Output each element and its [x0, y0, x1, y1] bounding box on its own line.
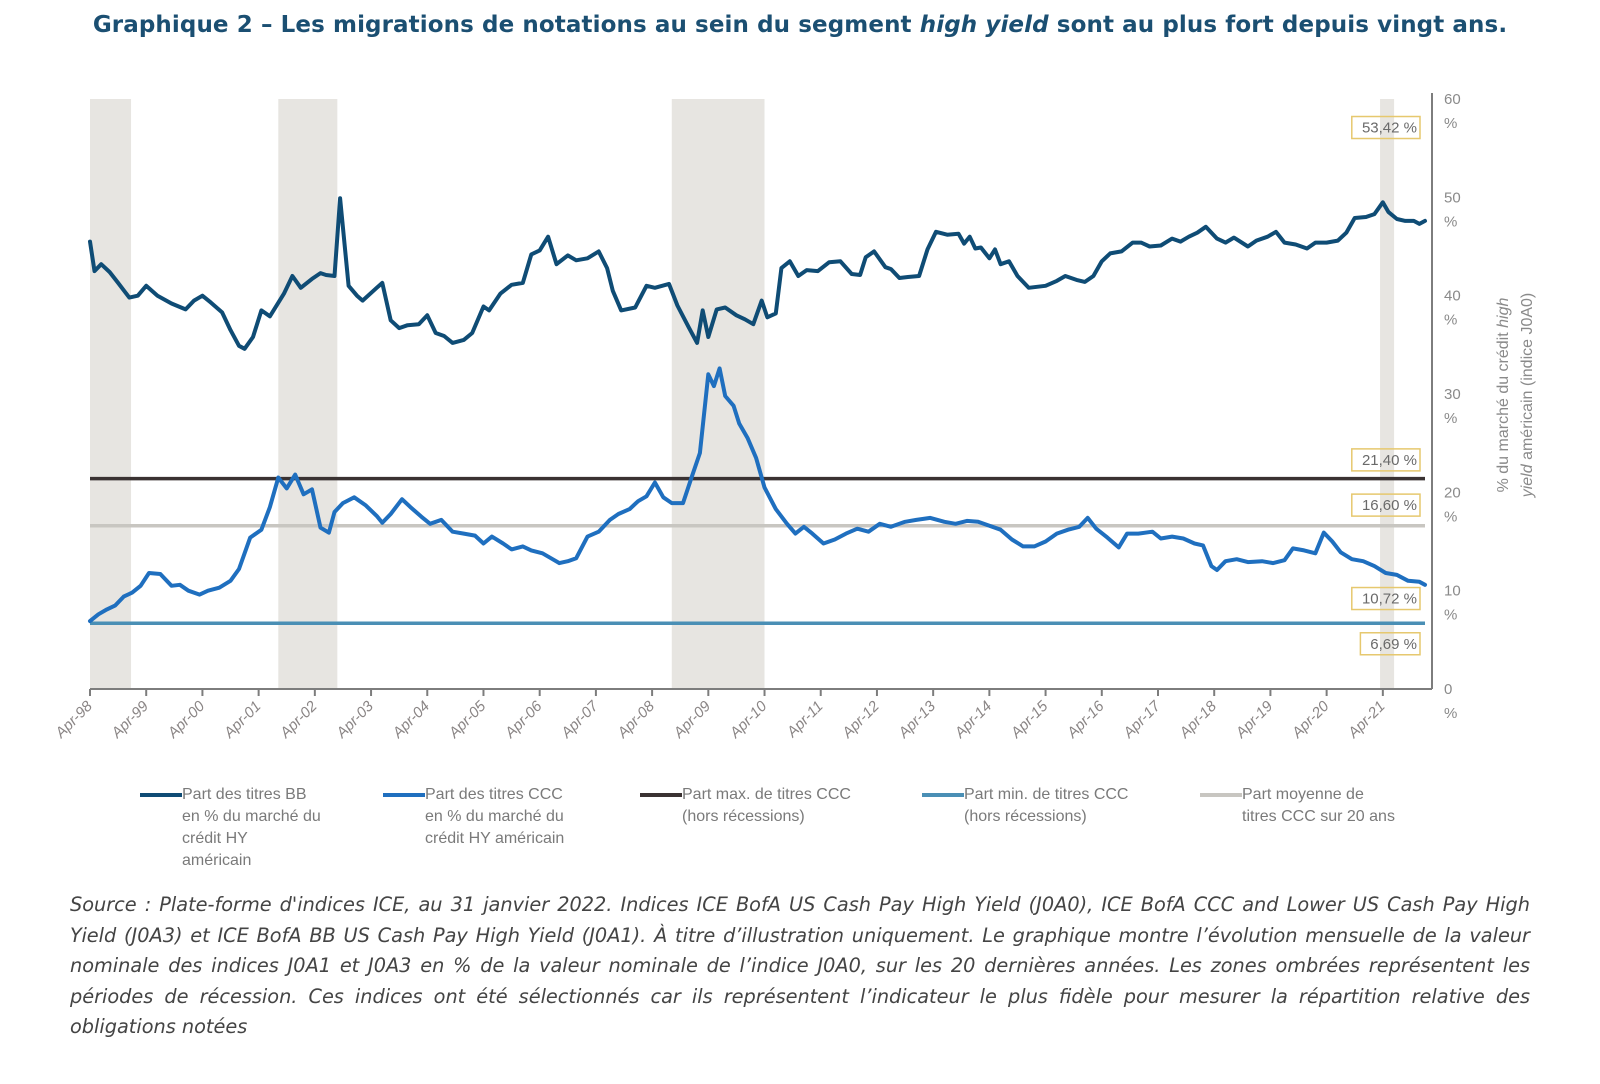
y-tick-label: 10	[1444, 583, 1461, 600]
y-axis-title: % du marché du crédit high yield américai…	[1495, 293, 1536, 499]
recession-band	[90, 99, 132, 689]
legend-swatch-avg	[1200, 793, 1242, 797]
legend-item-ccc: Part des titres CCC en % du marché du cr…	[383, 784, 564, 850]
x-tick-label: Apr-06	[501, 697, 546, 742]
recession-bands	[90, 99, 1395, 689]
value-annotation: 6,69 %	[1359, 632, 1421, 656]
y-tick-unit: %	[1444, 312, 1457, 329]
title-emphasis: high yield	[919, 12, 1049, 38]
x-tick-label: Apr-16	[1063, 697, 1108, 742]
legend-label-avg: Part moyenne de titres CCC sur 20 ans	[1242, 786, 1395, 825]
annotation-text: 10,72 %	[1362, 591, 1417, 608]
x-tick-label: Apr-18	[1176, 697, 1221, 742]
legend-label-min: Part min. de titres CCC (hors récessions…	[964, 786, 1129, 825]
x-tick-label: Apr-99	[108, 697, 153, 742]
legend-swatch-ccc	[383, 793, 425, 797]
x-axis-ticks: Apr-98 Apr-99 Apr-00 Apr-01 Apr-02 Apr-03 Apr-…	[51, 689, 1389, 742]
annotation-box	[1351, 448, 1421, 472]
x-tick-label: Apr-08	[614, 697, 659, 742]
y-tick-unit: %	[1444, 607, 1457, 624]
x-tick-label: Apr-04	[389, 698, 433, 742]
title-prefix: Graphique 2 – Les migrations de notation…	[92, 12, 920, 38]
legend-swatch-bb	[140, 793, 182, 797]
legend-label-bb: Part des titres BB en % du marché du cré…	[182, 786, 321, 869]
x-tick-label: Apr-12	[838, 697, 883, 742]
legend-item-min: Part min. de titres CCC (hors récessions…	[922, 784, 1128, 828]
series-line-ccc	[88, 366, 1427, 624]
legend-label-ccc: Part des titres CCC en % du marché du cr…	[425, 786, 565, 847]
x-tick-label: Apr-00	[164, 697, 209, 742]
x-tick-label: Apr-11	[783, 698, 827, 742]
series-line-bb	[88, 196, 1427, 351]
source-note: Source : Plate-forme d'indices ICE, au 3…	[70, 893, 1530, 1038]
legend-swatch-min	[922, 793, 964, 797]
x-tick-label: Apr-07	[557, 697, 602, 742]
legend-item-avg: Part moyenne de titres CCC sur 20 ans	[1200, 784, 1395, 828]
reference-lines	[90, 476, 1425, 625]
y-tick-label: 60	[1444, 91, 1461, 108]
legend-item-bb: Part des titres BB en % du marché du cré…	[140, 784, 321, 872]
y-tick-unit: %	[1444, 705, 1457, 722]
annotation-box	[1351, 493, 1421, 517]
x-tick-label: Apr-17	[1119, 697, 1164, 742]
y-axis-ticks: 0% 10% 20% 30% 40% 50% 60%	[1444, 91, 1461, 722]
x-tick-label: Apr-03	[332, 697, 377, 742]
value-annotation: 21,40 %	[1351, 448, 1421, 472]
y-tick-label: 0	[1444, 681, 1452, 698]
y-axis-title-line1: % du marché du crédit high	[1495, 298, 1512, 493]
x-tick-label: Apr-01	[220, 698, 264, 742]
title-suffix: sont au plus fort depuis vingt ans.	[1048, 12, 1508, 38]
annotation-box	[1351, 586, 1421, 611]
y-tick-label: 30	[1444, 386, 1461, 403]
annotation-text: 53,42 %	[1362, 120, 1417, 137]
annotation-box	[1359, 632, 1421, 656]
annotation-text: 21,40 %	[1362, 452, 1417, 469]
y-axis-title-italic: high	[1495, 298, 1512, 328]
y-tick-unit: %	[1444, 115, 1457, 132]
y-axis-title-line2: yield américain (indice J0A0)	[1519, 293, 1536, 499]
x-tick-label: Apr-02	[276, 697, 321, 742]
recession-band	[1380, 99, 1395, 689]
chart-title: Graphique 2 – Les migrations de notation…	[0, 12, 1600, 38]
x-tick-label: Apr-13	[895, 697, 940, 742]
y-tick-unit: %	[1444, 213, 1457, 230]
y-tick-label: 50	[1444, 189, 1461, 206]
value-annotation: 10,72 %	[1351, 586, 1421, 611]
series-lines	[88, 196, 1427, 624]
value-annotation: 53,42 %	[1351, 115, 1421, 140]
value-annotations: 53,42 % 21,40 % 16,60 % 10,72 % 6,69 %	[1351, 115, 1421, 656]
annotation-box	[1351, 115, 1421, 140]
y-tick-unit: %	[1444, 508, 1457, 525]
recession-band	[671, 99, 765, 689]
x-tick-label: Apr-19	[1232, 697, 1277, 742]
y-tick-label: 40	[1444, 288, 1461, 305]
x-tick-label: Apr-14	[951, 698, 995, 742]
x-tick-label: Apr-20	[1288, 697, 1333, 742]
x-tick-label: Apr-15	[1007, 697, 1052, 742]
x-tick-label: Apr-09	[670, 697, 715, 742]
legend-item-max: Part max. de titres CCC (hors récessions…	[640, 784, 851, 828]
legend-label-max: Part max. de titres CCC (hors récessions…	[682, 786, 851, 825]
y-axis-title-italic: yield	[1519, 463, 1536, 498]
annotation-text: 6,69 %	[1370, 636, 1417, 653]
legend: Part des titres BB en % du marché du cré…	[0, 784, 1600, 874]
x-tick-label: Apr-21	[1344, 698, 1388, 742]
chart-svg: Apr-98 Apr-99 Apr-00 Apr-01 Apr-02 Apr-03 Apr-…	[51, 91, 1536, 742]
y-tick-label: 20	[1444, 484, 1461, 501]
x-tick-label: Apr-05	[445, 697, 490, 742]
legend-swatch-max	[640, 793, 682, 797]
x-tick-label: Apr-98	[51, 697, 96, 742]
y-tick-unit: %	[1444, 410, 1457, 427]
annotation-text: 16,60 %	[1362, 497, 1417, 514]
recession-band	[278, 99, 338, 689]
value-annotation: 16,60 %	[1351, 493, 1421, 517]
x-tick-label: Apr-10	[726, 697, 771, 742]
axes	[90, 93, 1433, 690]
